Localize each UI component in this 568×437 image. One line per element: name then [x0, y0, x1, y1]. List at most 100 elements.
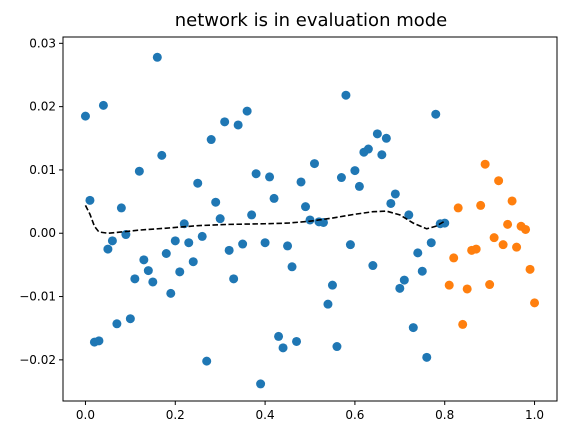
x-tick-label: 0.0 [76, 408, 95, 422]
data-point [494, 176, 504, 186]
data-point [229, 274, 239, 284]
data-point [247, 210, 257, 220]
data-point [85, 195, 95, 205]
data-point [381, 133, 391, 143]
data-point [503, 219, 513, 229]
data-point [408, 323, 418, 333]
data-point [323, 299, 333, 309]
data-point [368, 261, 378, 271]
data-point [377, 150, 387, 160]
data-point [521, 224, 531, 234]
data-point [525, 264, 535, 274]
data-point [170, 236, 180, 246]
data-point [107, 236, 117, 246]
data-point [161, 249, 171, 258]
data-point [121, 230, 131, 240]
data-point [404, 210, 414, 220]
data-point [211, 197, 221, 207]
y-tick-label: 0.02 [29, 100, 56, 114]
data-point [453, 203, 463, 213]
data-point [296, 177, 306, 187]
data-point [278, 343, 288, 353]
data-point [197, 231, 207, 241]
data-point [260, 238, 270, 248]
data-point [386, 198, 396, 208]
x-tick-label: 1.0 [525, 408, 544, 422]
data-point [148, 277, 158, 287]
data-point [242, 106, 252, 116]
data-point [341, 90, 351, 100]
data-point [372, 129, 382, 139]
data-point [80, 111, 90, 121]
data-point [458, 319, 468, 329]
data-point [139, 255, 149, 265]
data-point [98, 100, 108, 110]
data-point [103, 244, 113, 254]
data-point [112, 319, 122, 329]
data-point [395, 283, 405, 293]
data-point [336, 173, 346, 183]
axes-frame [62, 36, 558, 402]
data-point [274, 331, 284, 341]
data-point [134, 166, 144, 176]
data-point [350, 166, 360, 176]
data-point [179, 219, 189, 229]
data-point [292, 336, 302, 346]
data-point [94, 336, 104, 346]
data-point [130, 274, 140, 284]
data-point [283, 241, 293, 251]
y-tick-label: −0.02 [19, 353, 56, 367]
data-point [512, 242, 522, 252]
data-point [476, 200, 486, 210]
data-point [530, 298, 540, 308]
x-tick-label: 0.8 [435, 408, 454, 422]
data-point [480, 159, 490, 169]
data-point [489, 233, 499, 243]
data-point [417, 266, 427, 276]
data-point [363, 144, 373, 154]
data-point [224, 245, 234, 255]
data-point [220, 117, 230, 127]
data-point [413, 248, 423, 258]
data-point [269, 193, 279, 203]
data-point [265, 172, 275, 182]
data-point [238, 239, 248, 249]
y-tick-label: 0.00 [29, 226, 56, 240]
data-point [399, 275, 409, 285]
data-point [345, 240, 355, 250]
data-point [193, 178, 203, 188]
data-point [390, 189, 400, 199]
data-point [354, 181, 364, 191]
data-point [202, 356, 212, 366]
data-point [507, 196, 517, 206]
data-point [449, 253, 459, 263]
x-tick-label: 0.2 [166, 408, 185, 422]
y-tick-label: 0.03 [29, 36, 56, 50]
data-point [498, 240, 508, 250]
x-axis: 0.0 0.2 0.4 0.6 0.8 1.0 [76, 401, 544, 422]
data-point [175, 267, 185, 277]
plot-area [80, 52, 540, 389]
data-point [152, 52, 162, 62]
data-point [206, 135, 216, 145]
data-point [188, 257, 198, 267]
data-point [426, 238, 436, 248]
data-point [143, 266, 153, 276]
data-point [462, 284, 472, 294]
data-point [327, 280, 337, 290]
data-point [305, 215, 315, 225]
data-point [233, 120, 243, 130]
data-point [485, 280, 495, 290]
data-point [116, 203, 126, 213]
data-point [125, 314, 135, 324]
data-point [166, 288, 176, 298]
data-point [440, 218, 450, 228]
y-axis: −0.02 −0.01 0.00 0.01 0.02 0.03 [19, 36, 63, 367]
data-point [251, 169, 261, 179]
data-point [471, 244, 481, 254]
data-point [309, 159, 319, 169]
data-point [301, 202, 311, 212]
data-point [422, 352, 432, 362]
data-point [332, 342, 342, 352]
